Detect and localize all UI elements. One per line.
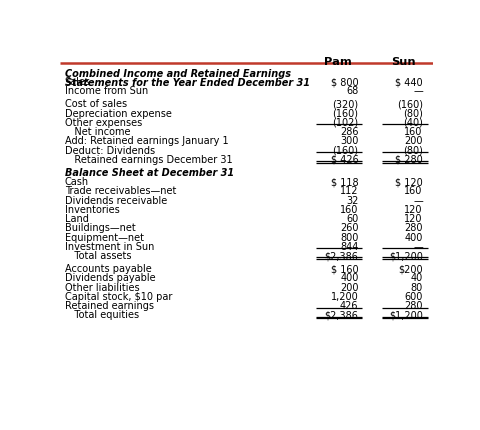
Text: 120: 120 <box>404 205 422 215</box>
Text: Retained earnings December 31: Retained earnings December 31 <box>65 154 232 165</box>
Text: Capital stock, $10 par: Capital stock, $10 par <box>65 291 172 301</box>
Text: (160): (160) <box>332 108 358 118</box>
Text: 600: 600 <box>404 291 422 301</box>
Text: Trade receivables—net: Trade receivables—net <box>65 186 176 196</box>
Text: Cost of sales: Cost of sales <box>65 99 127 109</box>
Text: $2,386: $2,386 <box>324 251 358 261</box>
Text: Total assets: Total assets <box>65 251 131 261</box>
Text: $1,200: $1,200 <box>388 251 422 261</box>
Text: Add: Retained earnings January 1: Add: Retained earnings January 1 <box>65 136 228 146</box>
Text: Income from Sun: Income from Sun <box>65 86 148 96</box>
Text: (160): (160) <box>332 145 358 155</box>
Text: —: — <box>412 241 422 251</box>
Text: 200: 200 <box>404 136 422 146</box>
Text: 60: 60 <box>346 214 358 224</box>
Text: $ 118: $ 118 <box>330 177 358 187</box>
Text: 426: 426 <box>339 301 358 310</box>
Text: Sales: Sales <box>65 77 91 87</box>
Text: 300: 300 <box>339 136 358 146</box>
Text: 160: 160 <box>339 205 358 215</box>
Text: (102): (102) <box>332 118 358 128</box>
Text: $ 440: $ 440 <box>395 77 422 87</box>
Text: $200: $200 <box>397 264 422 273</box>
Text: Balance Sheet at December 31: Balance Sheet at December 31 <box>65 168 233 178</box>
Text: Dividends receivable: Dividends receivable <box>65 195 167 205</box>
Text: $ 426: $ 426 <box>330 154 358 165</box>
Text: Depreciation expense: Depreciation expense <box>65 108 171 118</box>
Text: $ 800: $ 800 <box>330 77 358 87</box>
Text: $ 280: $ 280 <box>394 154 422 165</box>
Text: Accounts payable: Accounts payable <box>65 264 151 273</box>
Text: 160: 160 <box>404 127 422 137</box>
Text: 286: 286 <box>339 127 358 137</box>
Text: Net income: Net income <box>65 127 130 137</box>
Text: 280: 280 <box>404 223 422 233</box>
Text: Statements for the Year Ended December 31: Statements for the Year Ended December 3… <box>65 78 309 88</box>
Text: —: — <box>412 195 422 205</box>
Text: (320): (320) <box>332 99 358 109</box>
Text: 400: 400 <box>404 232 422 242</box>
Text: Deduct: Dividends: Deduct: Dividends <box>65 145 155 155</box>
Text: Total equities: Total equities <box>65 310 139 319</box>
Text: $ 160: $ 160 <box>330 264 358 273</box>
Text: $1,200: $1,200 <box>388 310 422 319</box>
Text: Inventories: Inventories <box>65 205 119 215</box>
Text: (40): (40) <box>402 118 422 128</box>
Text: 1,200: 1,200 <box>330 291 358 301</box>
Text: 260: 260 <box>339 223 358 233</box>
Text: 800: 800 <box>339 232 358 242</box>
Text: 400: 400 <box>339 273 358 283</box>
Text: 112: 112 <box>339 186 358 196</box>
Text: Buildings—net: Buildings—net <box>65 223 135 233</box>
Text: (80): (80) <box>402 145 422 155</box>
Text: Land: Land <box>65 214 88 224</box>
Text: Equipment—net: Equipment—net <box>65 232 144 242</box>
Text: Combined Income and Retained Earnings: Combined Income and Retained Earnings <box>65 69 290 79</box>
Text: Retained earnings: Retained earnings <box>65 301 154 310</box>
Text: Cash: Cash <box>65 177 89 187</box>
Text: 40: 40 <box>410 273 422 283</box>
Text: 200: 200 <box>339 282 358 292</box>
Text: $2,386: $2,386 <box>324 310 358 319</box>
Text: Dividends payable: Dividends payable <box>65 273 155 283</box>
Text: Other liabilities: Other liabilities <box>65 282 139 292</box>
Text: 280: 280 <box>404 301 422 310</box>
Text: —: — <box>412 86 422 96</box>
Text: 32: 32 <box>346 195 358 205</box>
Text: Pam: Pam <box>323 57 351 67</box>
Text: Sun: Sun <box>390 57 415 67</box>
Text: (80): (80) <box>402 108 422 118</box>
Text: 68: 68 <box>346 86 358 96</box>
Text: Other expenses: Other expenses <box>65 118 142 128</box>
Text: Investment in Sun: Investment in Sun <box>65 241 154 251</box>
Text: 120: 120 <box>404 214 422 224</box>
Text: 844: 844 <box>339 241 358 251</box>
Text: (160): (160) <box>396 99 422 109</box>
Text: 160: 160 <box>404 186 422 196</box>
Text: 80: 80 <box>410 282 422 292</box>
Text: $ 120: $ 120 <box>394 177 422 187</box>
